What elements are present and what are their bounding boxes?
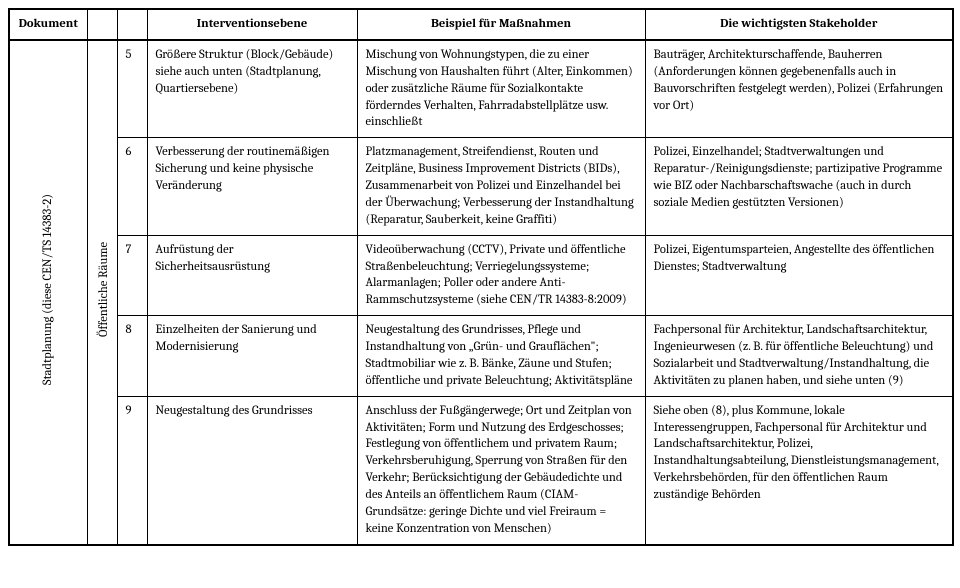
row-stakeholder: Polizei, Eigentumsparteien, Angestellte …: [645, 235, 953, 316]
row-example: Mischung von Wohnungstypen, die zu einer…: [357, 40, 645, 138]
col-doc: Dokument: [9, 9, 87, 40]
row-example: Anschluss der Fußgängerwege; Ort und Zei…: [357, 396, 645, 545]
cat-cell: Öffentliche Räume: [87, 40, 117, 545]
header-row: Dokument Interventionsebene Beispiel für…: [9, 9, 953, 40]
col-example: Beispiel für Maßnahmen: [357, 9, 645, 40]
col-stakeholder: Die wichtigsten Stakeholder: [645, 9, 953, 40]
table-row: 9 Neugestaltung des Grundrisses Anschlus…: [9, 396, 953, 545]
table-row: 6 Verbesserung der routinemäßigen Sicher…: [9, 138, 953, 235]
row-num: 6: [117, 138, 147, 235]
row-example: Videoüberwachung (CCTV), Private und öff…: [357, 235, 645, 316]
row-example: Neugestaltung des Grundrisses, Pflege un…: [357, 316, 645, 397]
intervention-table: Dokument Interventionsebene Beispiel für…: [8, 8, 954, 546]
row-level: Neugestaltung des Grundrisses: [147, 396, 357, 545]
row-example: Platzmanagement, Streifendienst, Routen …: [357, 138, 645, 235]
row-num: 9: [117, 396, 147, 545]
row-stakeholder: Siehe oben (8), plus Kommune, lokale Int…: [645, 396, 953, 545]
row-level: Verbesserung der routinemäßigen Sicherun…: [147, 138, 357, 235]
row-level: Aufrüstung der Sicherheitsausrüstung: [147, 235, 357, 316]
cat-label: Öffentliche Räume: [96, 242, 113, 337]
col-level: Interventionsebene: [147, 9, 357, 40]
col-num-blank: [117, 9, 147, 40]
row-stakeholder: Fachpersonal für Architektur, Landschaft…: [645, 316, 953, 397]
table-row: 8 Einzelheiten der Sanierung und Moderni…: [9, 316, 953, 397]
row-num: 8: [117, 316, 147, 397]
table-row: Stadtplanung (diese CEN/TS 14383-2) Öffe…: [9, 40, 953, 138]
doc-label: Stadtplanung (diese CEN/TS 14383-2): [40, 194, 57, 385]
row-stakeholder: Polizei, Einzelhandel; Stadtverwaltungen…: [645, 138, 953, 235]
row-stakeholder: Bauträger, Architekturschaffende, Bauher…: [645, 40, 953, 138]
row-level: Einzelheiten der Sanierung und Modernisi…: [147, 316, 357, 397]
row-level: Größere Struktur (Block/Gebäude) siehe a…: [147, 40, 357, 138]
row-num: 7: [117, 235, 147, 316]
table-body: Stadtplanung (diese CEN/TS 14383-2) Öffe…: [9, 40, 953, 545]
col-cat-blank: [87, 9, 117, 40]
table-row: 7 Aufrüstung der Sicherheitsausrüstung V…: [9, 235, 953, 316]
row-num: 5: [117, 40, 147, 138]
doc-cell: Stadtplanung (diese CEN/TS 14383-2): [9, 40, 87, 545]
